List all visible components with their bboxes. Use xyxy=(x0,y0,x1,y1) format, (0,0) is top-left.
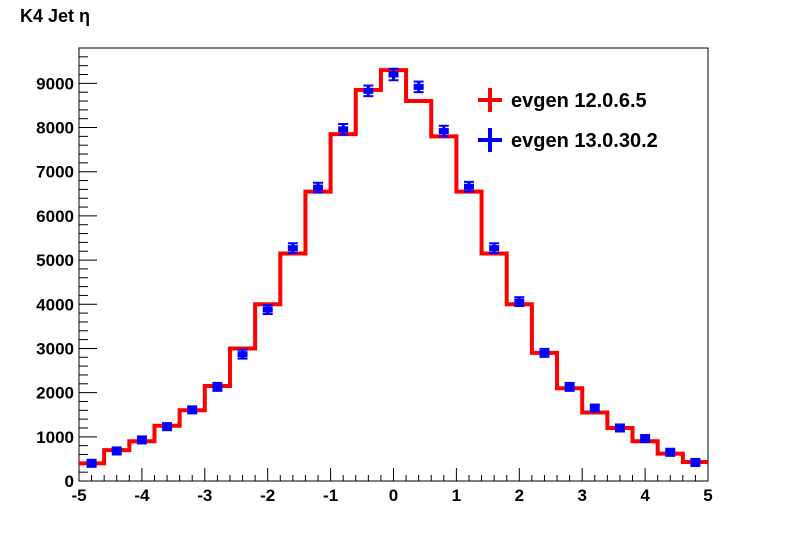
x-tick-label: -5 xyxy=(71,486,86,505)
point-marker xyxy=(363,87,374,94)
y-tick-label: 4000 xyxy=(36,295,74,314)
y-tick-label: 6000 xyxy=(36,207,74,226)
point-marker xyxy=(438,128,449,135)
data-point xyxy=(187,405,198,415)
point-marker xyxy=(413,83,424,90)
point-marker xyxy=(614,424,625,431)
y-tick-label: 1000 xyxy=(36,428,74,447)
blue-points-series xyxy=(86,67,701,468)
point-marker xyxy=(463,183,474,190)
point-marker xyxy=(489,245,500,252)
plot-border xyxy=(78,47,709,482)
data-point xyxy=(489,242,500,255)
point-marker xyxy=(539,349,550,356)
x-tick-label: 3 xyxy=(577,486,586,505)
point-marker xyxy=(338,126,349,133)
legend-label: evgen 13.0.30.2 xyxy=(511,130,658,152)
data-point xyxy=(111,446,122,456)
point-marker xyxy=(237,351,248,358)
legend-entry: evgen 12.0.6.5 xyxy=(478,88,647,112)
data-point xyxy=(313,181,324,194)
point-marker xyxy=(287,245,298,252)
data-point xyxy=(212,381,223,392)
point-marker xyxy=(690,459,701,466)
x-tick-label: -2 xyxy=(260,486,275,505)
chart-title: K4 Jet η xyxy=(20,6,91,26)
data-point xyxy=(690,457,701,467)
data-point xyxy=(86,458,97,468)
data-point xyxy=(413,80,424,94)
data-point xyxy=(514,296,525,308)
y-axis: 0 1000 2000 3000 4000 5000 6000 7000 8000 9000 xyxy=(36,47,97,491)
y-tick-label: 2000 xyxy=(36,384,74,403)
point-marker xyxy=(665,449,676,456)
y-tick-label: 7000 xyxy=(36,163,74,182)
x-tick-label: 1 xyxy=(452,486,461,505)
data-point xyxy=(237,348,248,360)
legend: evgen 12.0.6.5 evgen 13.0.30.2 xyxy=(478,88,658,152)
point-marker xyxy=(640,435,651,442)
x-tick-label: 0 xyxy=(389,486,398,505)
y-tick-label: 8000 xyxy=(36,119,74,138)
data-point xyxy=(640,434,651,444)
x-tick-label: 2 xyxy=(515,486,524,505)
point-marker xyxy=(212,383,223,390)
data-point xyxy=(338,122,349,136)
x-tick-label: -4 xyxy=(134,486,150,505)
data-point xyxy=(463,180,474,193)
legend-entry: evgen 13.0.30.2 xyxy=(478,128,658,152)
data-point xyxy=(665,447,676,457)
data-point xyxy=(564,381,575,392)
y-tick-label: 9000 xyxy=(36,74,74,93)
data-point xyxy=(614,423,625,433)
point-marker xyxy=(162,423,173,430)
data-point xyxy=(589,403,600,413)
point-marker xyxy=(111,447,122,454)
x-tick-label: 4 xyxy=(640,486,650,505)
point-marker xyxy=(564,383,575,390)
x-axis: -5 -4 -3 -2 -1 0 1 2 3 4 5 xyxy=(71,468,713,505)
x-tick-label: -1 xyxy=(323,486,338,505)
point-marker xyxy=(86,460,97,467)
point-marker xyxy=(388,71,399,78)
y-tick-label: 5000 xyxy=(36,251,74,270)
data-point xyxy=(388,67,399,82)
data-point xyxy=(363,84,374,98)
x-tick-label: -3 xyxy=(197,486,212,505)
plot-frame xyxy=(78,47,709,482)
point-marker xyxy=(262,306,273,313)
y-tick-label: 3000 xyxy=(36,339,74,358)
point-marker xyxy=(136,436,147,443)
data-point xyxy=(539,347,550,358)
data-point xyxy=(162,422,173,432)
data-point xyxy=(287,242,298,255)
point-marker xyxy=(187,406,198,413)
data-point xyxy=(262,304,273,315)
legend-label: evgen 12.0.6.5 xyxy=(511,90,647,112)
point-marker xyxy=(589,405,600,412)
point-marker xyxy=(514,298,525,305)
x-tick-label: 5 xyxy=(703,486,712,505)
data-point xyxy=(136,435,147,445)
data-point xyxy=(438,124,449,138)
y-tick-label: 0 xyxy=(65,472,74,491)
point-marker xyxy=(313,184,324,191)
